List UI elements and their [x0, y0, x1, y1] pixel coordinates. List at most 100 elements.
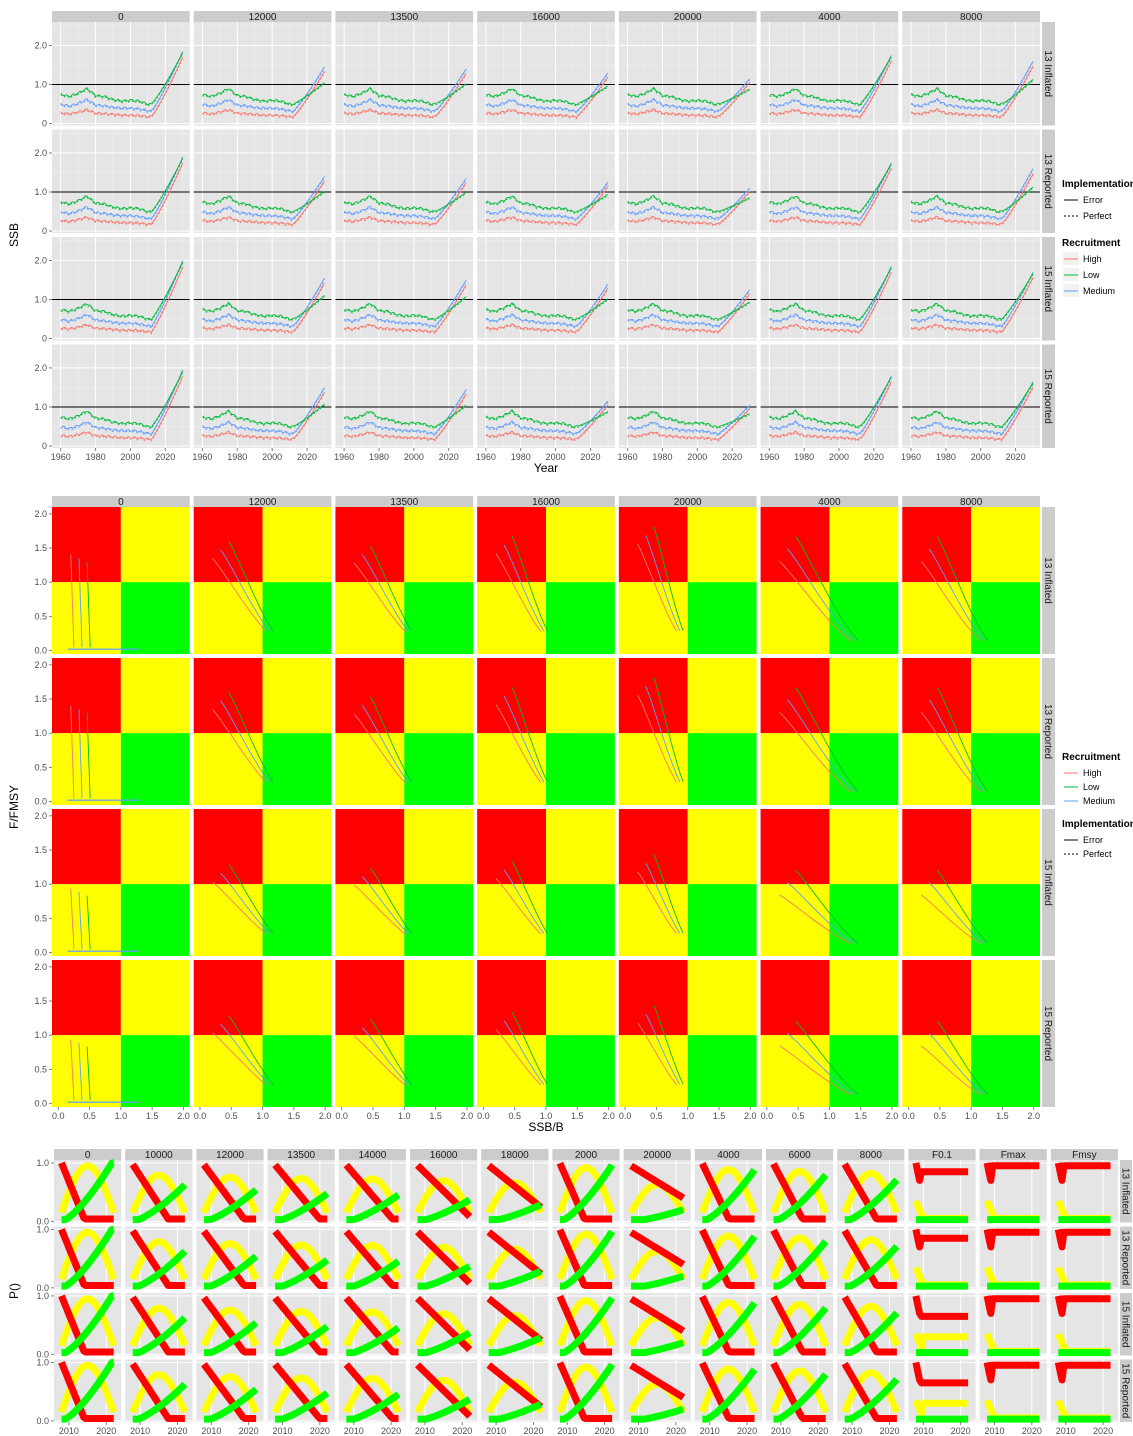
kobe-quadrant-upper-right	[687, 960, 757, 1036]
x-tick-label: 2020	[439, 452, 459, 462]
kobe-quadrant-lower-right	[546, 582, 615, 654]
ssb-panel	[760, 22, 899, 126]
kobe-trajectory-medium	[645, 863, 681, 934]
prob-series-red	[699, 1228, 757, 1289]
kobe-trajectory-medium	[78, 1043, 83, 1101]
facet-strip-col-label: 12000	[216, 1150, 244, 1161]
y-tick-label: 0.0	[36, 1349, 49, 1359]
kobe-trajectory-medium	[645, 535, 681, 632]
prob-series-green	[558, 1296, 616, 1357]
y-tick-label: 0	[42, 334, 47, 344]
prob-series-green	[843, 1177, 900, 1224]
ssb-panel	[760, 129, 899, 233]
ssb-series-medium	[343, 178, 467, 220]
prob-series-red	[556, 1361, 614, 1422]
kobe-trajectory-low	[936, 869, 988, 944]
kobe-quadrant-lower-right	[829, 1035, 899, 1107]
kobe-quadrant-lower-right	[687, 733, 757, 805]
kobe-quadrant-lower-right	[546, 733, 615, 805]
kobe-trajectory-high	[353, 884, 406, 935]
ssb-series-low	[202, 403, 325, 429]
x-tick-label: 2.0	[177, 1111, 190, 1121]
kobe-quadrant-upper-right	[687, 658, 757, 734]
prob-series-red	[912, 1162, 970, 1184]
y-tick-label: 2.0	[34, 255, 47, 265]
ssb-panel	[193, 237, 332, 341]
kobe-trajectory-medium	[928, 548, 985, 641]
ssb-series-low-perfect	[202, 192, 325, 215]
ssb-panel	[52, 22, 190, 126]
x-tick-label: 2000	[546, 452, 566, 462]
prob-series-green	[700, 1167, 758, 1224]
x-tick-label: 2010	[130, 1426, 150, 1436]
legend-label-error: Error	[1083, 835, 1103, 845]
prob-series-red	[699, 1295, 757, 1356]
x-tick-label: 1.0	[540, 1111, 553, 1121]
kobe-trajectory-high	[212, 709, 267, 783]
ssb-series-low	[910, 382, 1034, 429]
kobe-trajectory-medium	[361, 554, 409, 632]
prob-series-red	[486, 1162, 544, 1210]
facet-strip-col-label: 20000	[674, 497, 702, 508]
prob-series-green	[771, 1372, 829, 1423]
kobe-trajectory-high	[212, 558, 267, 632]
kobe-trajectory-low	[795, 869, 859, 944]
x-tick-label: 2010	[700, 1426, 720, 1436]
x-tick-label: 2020	[666, 1426, 686, 1436]
ssb-panel	[618, 237, 757, 341]
prob-series-red	[983, 1361, 1041, 1384]
kobe-quadrant-lower-left	[760, 884, 830, 956]
ssb-series-low-perfect	[485, 410, 609, 430]
facet-strip-row-label: 15 Reported	[1120, 1363, 1131, 1418]
ssb-series-low-perfect	[627, 196, 750, 214]
kobe-trajectory-low	[511, 1012, 548, 1085]
facet-strip-col-label: 13500	[390, 497, 418, 508]
ssb-series-medium-perfect	[627, 189, 750, 221]
facet-strip-col	[760, 11, 899, 22]
kobe-trajectory-high	[353, 713, 406, 783]
x-tick-label: 1.0	[823, 1111, 836, 1121]
kobe-trajectory-low	[228, 1015, 274, 1085]
ssb-series-high-perfect	[769, 382, 892, 442]
kobe-quadrant-lower-left	[335, 1035, 405, 1107]
ssb-series-high-perfect	[769, 61, 892, 120]
kobe-trajectory-low	[86, 712, 91, 799]
ssb-series-high	[485, 76, 609, 118]
kobe-quadrant-lower-left	[335, 884, 405, 956]
ssb-series-medium-perfect	[60, 52, 184, 114]
kobe-quadrant-upper-right	[687, 507, 757, 583]
ssb-panel	[335, 344, 474, 448]
ssb-series-high-perfect	[485, 187, 609, 227]
kobe-quadrant-upper-left	[902, 507, 972, 583]
x-tick-label: 2000	[404, 452, 424, 462]
kobe-trajectory-high	[212, 1032, 267, 1086]
ssb-series-high	[769, 60, 892, 119]
y-tick-label: 1.0	[34, 879, 47, 889]
x-tick-label: 0.0	[902, 1111, 915, 1121]
facet-strip-col-label: 0	[118, 497, 124, 508]
y-axis-title: F/FMSY	[7, 785, 21, 829]
x-tick-label: 2020	[1006, 452, 1026, 462]
x-tick-label: 2020	[96, 1426, 116, 1436]
prob-series-red	[629, 1229, 686, 1268]
ssb-series-medium	[910, 168, 1034, 220]
ssb-series-low	[343, 404, 467, 428]
x-tick-label: 1.0	[256, 1111, 269, 1121]
facet-strip-col-label: 0	[85, 1150, 91, 1161]
ssb-series-low	[769, 56, 892, 106]
ssb-series-medium-perfect	[910, 169, 1034, 221]
ssb-series-low-perfect	[60, 159, 184, 214]
ssb-series-low	[343, 191, 467, 213]
ssb-series-medium	[769, 55, 892, 113]
ssb-series-high	[910, 65, 1034, 118]
y-tick-label: 2.0	[34, 660, 47, 670]
facet-strip-col	[694, 1149, 762, 1160]
ssb-panel	[760, 237, 899, 341]
prob-series-green	[344, 1324, 401, 1357]
x-tick-label: 2010	[985, 1426, 1005, 1436]
kobe-quadrant-lower-right	[829, 582, 899, 654]
prob-series-red	[912, 1295, 970, 1320]
ssb-series-medium-perfect	[910, 62, 1034, 114]
kobe-trajectory-medium	[220, 700, 270, 783]
kobe-quadrant-lower-right	[404, 1035, 474, 1107]
